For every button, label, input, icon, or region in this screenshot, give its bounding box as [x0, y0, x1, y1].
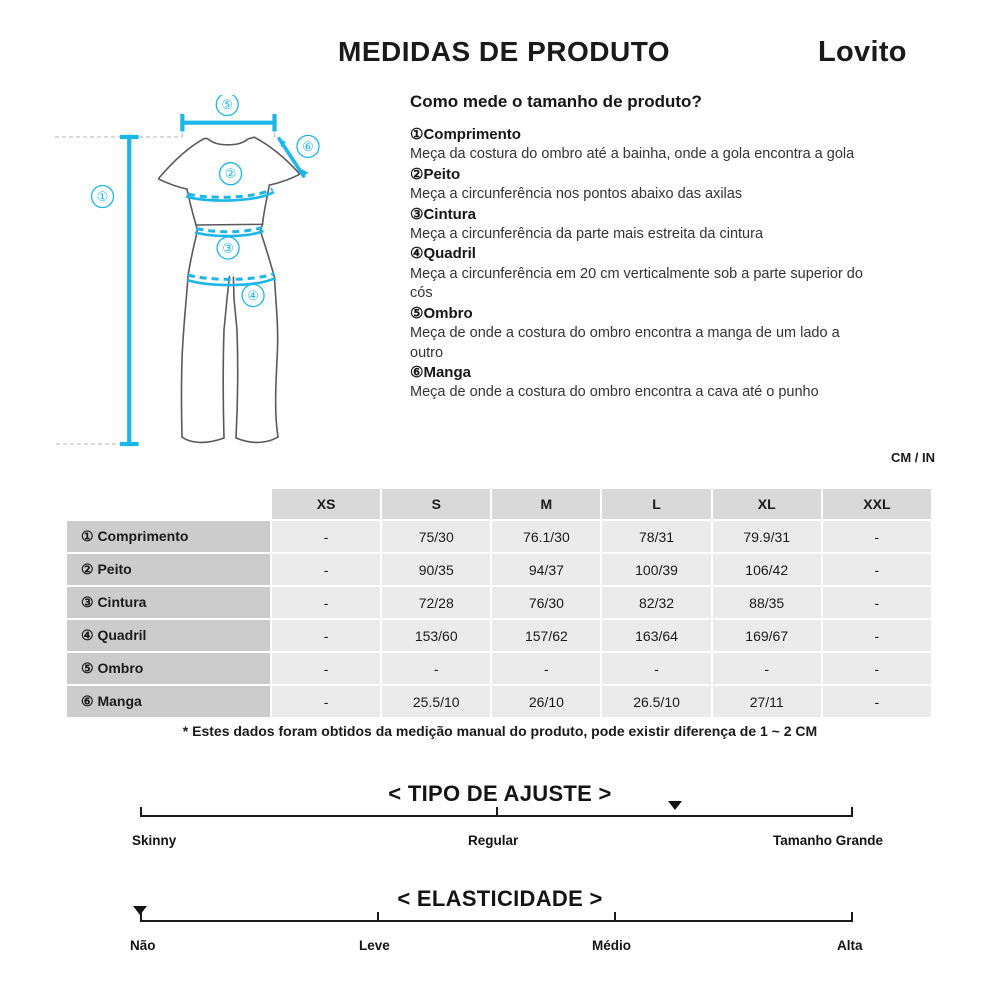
svg-text:②: ② [225, 166, 237, 181]
svg-text:④: ④ [247, 288, 259, 303]
svg-text:⑤: ⑤ [221, 97, 233, 112]
svg-text:③: ③ [222, 241, 234, 256]
svg-text:①: ① [97, 189, 109, 204]
svg-text:⑥: ⑥ [302, 139, 314, 154]
